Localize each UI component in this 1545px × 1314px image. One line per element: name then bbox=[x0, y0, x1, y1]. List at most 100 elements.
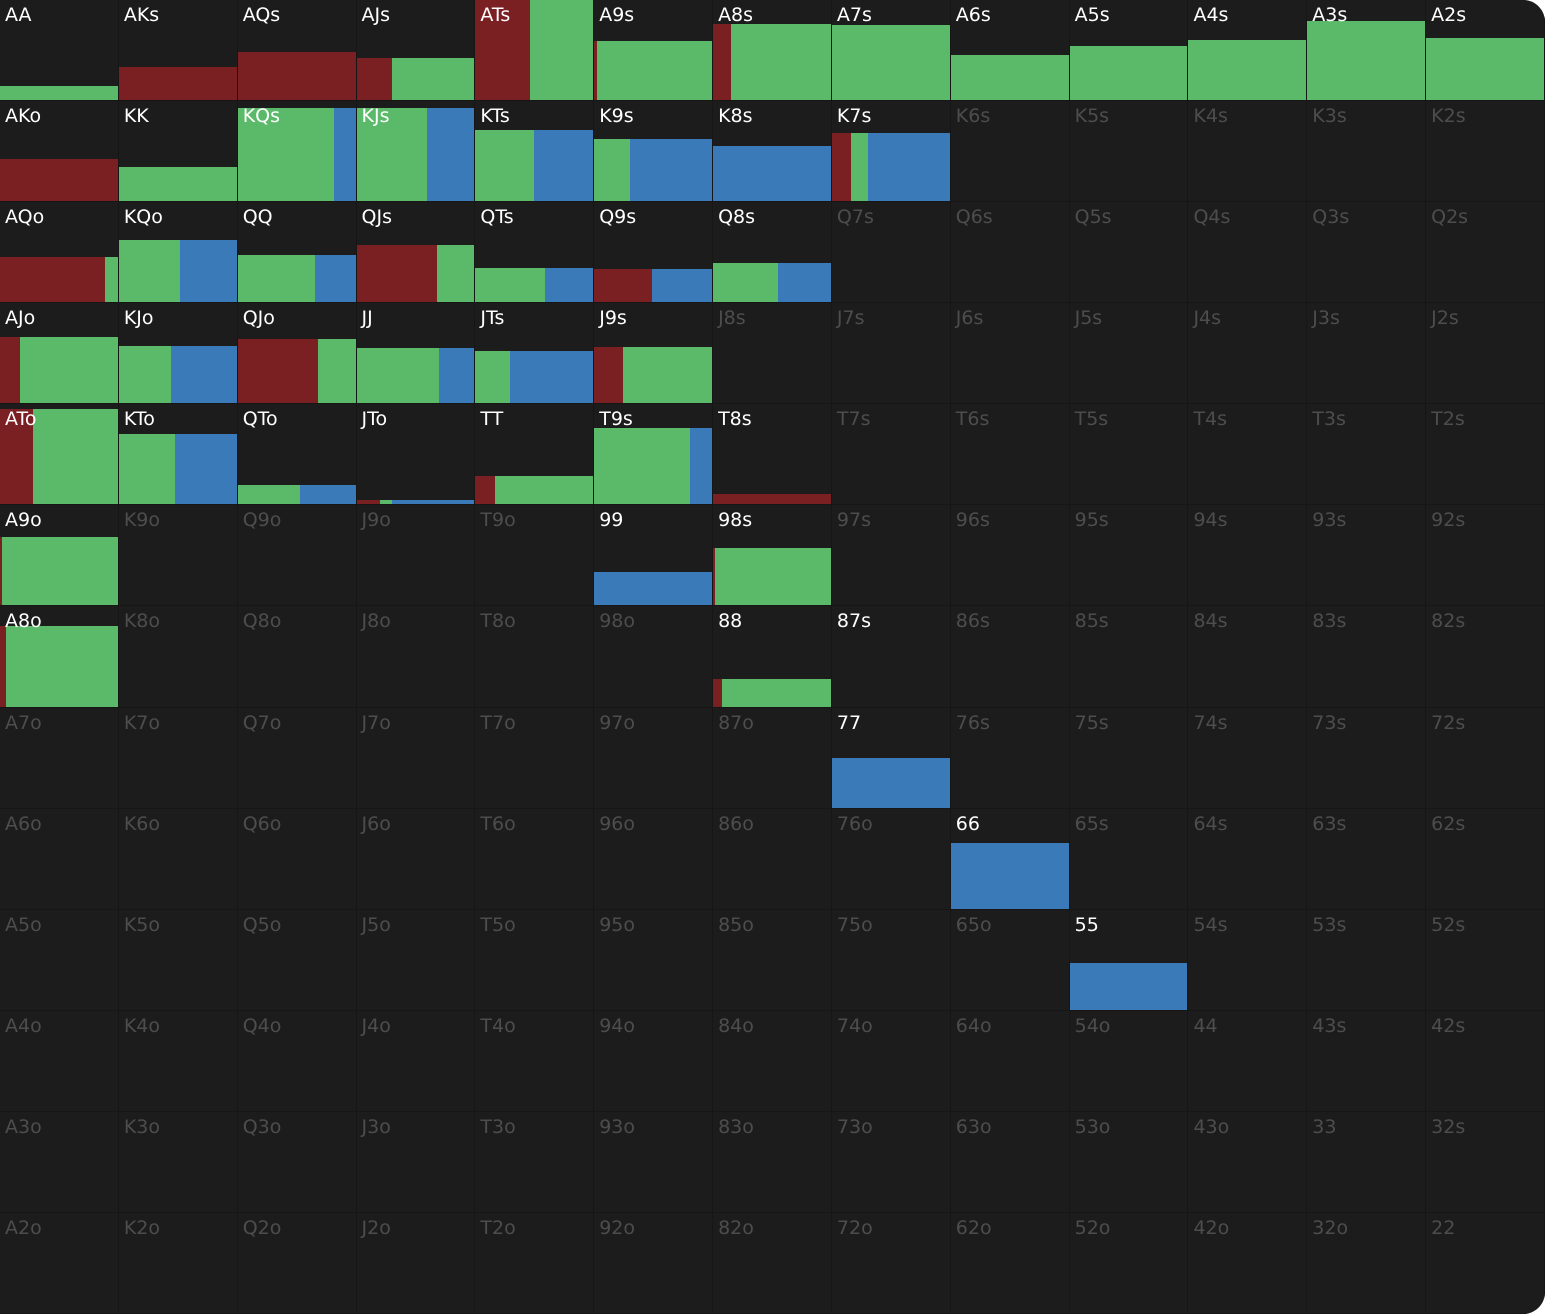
hand-cell[interactable]: 53o bbox=[1069, 1111, 1189, 1213]
hand-cell[interactable]: 75o bbox=[831, 909, 951, 1011]
hand-cell[interactable]: 94s bbox=[1188, 505, 1308, 607]
hand-cell[interactable]: J9s bbox=[594, 303, 714, 405]
hand-cell[interactable]: KQo bbox=[118, 202, 238, 304]
hand-cell[interactable]: 85o bbox=[713, 909, 832, 1011]
hand-cell[interactable]: 95s bbox=[1069, 505, 1189, 607]
hand-cell[interactable]: Q3o bbox=[237, 1111, 357, 1213]
hand-cell[interactable]: A3s bbox=[1307, 0, 1427, 102]
hand-cell[interactable]: A4s bbox=[1188, 0, 1308, 102]
hand-cell[interactable]: 53s bbox=[1307, 909, 1427, 1011]
hand-cell[interactable]: Q9o bbox=[237, 505, 357, 607]
hand-cell[interactable]: K7o bbox=[118, 707, 238, 809]
hand-cell[interactable]: 83s bbox=[1307, 606, 1427, 708]
hand-cell[interactable]: K7s bbox=[831, 101, 951, 203]
hand-cell[interactable]: 85s bbox=[1069, 606, 1189, 708]
hand-cell[interactable]: 43s bbox=[1307, 1010, 1427, 1112]
hand-cell[interactable]: QJo bbox=[237, 303, 357, 405]
hand-cell[interactable]: 98s bbox=[713, 505, 832, 607]
hand-cell[interactable]: J3o bbox=[356, 1111, 476, 1213]
hand-cell[interactable]: 96o bbox=[594, 808, 714, 910]
hand-cell[interactable]: K3s bbox=[1307, 101, 1427, 203]
hand-cell[interactable]: KK bbox=[118, 101, 238, 203]
hand-cell[interactable]: T6s bbox=[950, 404, 1070, 506]
hand-cell[interactable]: 96s bbox=[950, 505, 1070, 607]
hand-cell[interactable]: KJo bbox=[118, 303, 238, 405]
hand-cell[interactable]: Q2s bbox=[1426, 202, 1545, 304]
hand-cell[interactable]: 54s bbox=[1188, 909, 1308, 1011]
hand-cell[interactable]: 65s bbox=[1069, 808, 1189, 910]
hand-cell[interactable]: 65o bbox=[950, 909, 1070, 1011]
hand-cell[interactable]: K8o bbox=[118, 606, 238, 708]
hand-cell[interactable]: 82o bbox=[713, 1212, 832, 1314]
hand-cell[interactable]: T6o bbox=[475, 808, 595, 910]
hand-cell[interactable]: QTs bbox=[475, 202, 595, 304]
hand-cell[interactable]: 33 bbox=[1307, 1111, 1427, 1213]
hand-cell[interactable]: T2s bbox=[1426, 404, 1545, 506]
hand-cell[interactable]: Q7o bbox=[237, 707, 357, 809]
hand-cell[interactable]: J3s bbox=[1307, 303, 1427, 405]
hand-cell[interactable]: 64s bbox=[1188, 808, 1308, 910]
hand-cell[interactable]: J2s bbox=[1426, 303, 1545, 405]
hand-cell[interactable]: 76o bbox=[831, 808, 951, 910]
hand-cell[interactable]: A3o bbox=[0, 1111, 119, 1213]
hand-cell[interactable]: J7s bbox=[831, 303, 951, 405]
hand-cell[interactable]: T7s bbox=[831, 404, 951, 506]
hand-cell[interactable]: A9s bbox=[594, 0, 714, 102]
hand-cell[interactable]: 52o bbox=[1069, 1212, 1189, 1314]
hand-cell[interactable]: T5o bbox=[475, 909, 595, 1011]
hand-cell[interactable]: AA bbox=[0, 0, 119, 102]
hand-cell[interactable]: 98o bbox=[594, 606, 714, 708]
hand-cell[interactable]: J6s bbox=[950, 303, 1070, 405]
hand-cell[interactable]: 75s bbox=[1069, 707, 1189, 809]
hand-cell[interactable]: AKs bbox=[118, 0, 238, 102]
hand-cell[interactable]: 86s bbox=[950, 606, 1070, 708]
hand-cell[interactable]: J8o bbox=[356, 606, 476, 708]
hand-cell[interactable]: J9o bbox=[356, 505, 476, 607]
hand-cell[interactable]: JJ bbox=[356, 303, 476, 405]
hand-cell[interactable]: Q8s bbox=[713, 202, 832, 304]
hand-cell[interactable]: A7s bbox=[831, 0, 951, 102]
hand-cell[interactable]: AQs bbox=[237, 0, 357, 102]
hand-cell[interactable]: AKo bbox=[0, 101, 119, 203]
hand-cell[interactable]: 64o bbox=[950, 1010, 1070, 1112]
hand-cell[interactable]: T3o bbox=[475, 1111, 595, 1213]
hand-cell[interactable]: 42s bbox=[1426, 1010, 1545, 1112]
hand-cell[interactable]: KJs bbox=[356, 101, 476, 203]
hand-cell[interactable]: 95o bbox=[594, 909, 714, 1011]
hand-cell[interactable]: 77 bbox=[831, 707, 951, 809]
hand-cell[interactable]: Q6s bbox=[950, 202, 1070, 304]
hand-cell[interactable]: 63o bbox=[950, 1111, 1070, 1213]
hand-cell[interactable]: 22 bbox=[1426, 1212, 1545, 1314]
hand-cell[interactable]: 62o bbox=[950, 1212, 1070, 1314]
hand-cell[interactable]: K2s bbox=[1426, 101, 1545, 203]
hand-cell[interactable]: A2s bbox=[1426, 0, 1545, 102]
hand-cell[interactable]: T9o bbox=[475, 505, 595, 607]
hand-cell[interactable]: T4o bbox=[475, 1010, 595, 1112]
hand-cell[interactable]: 32o bbox=[1307, 1212, 1427, 1314]
hand-cell[interactable]: 63s bbox=[1307, 808, 1427, 910]
hand-cell[interactable]: 52s bbox=[1426, 909, 1545, 1011]
hand-cell[interactable]: Q4s bbox=[1188, 202, 1308, 304]
hand-cell[interactable]: 66 bbox=[950, 808, 1070, 910]
hand-cell[interactable]: A4o bbox=[0, 1010, 119, 1112]
hand-cell[interactable]: Q2o bbox=[237, 1212, 357, 1314]
hand-cell[interactable]: A2o bbox=[0, 1212, 119, 1314]
hand-cell[interactable]: T7o bbox=[475, 707, 595, 809]
hand-cell[interactable]: 73o bbox=[831, 1111, 951, 1213]
hand-cell[interactable]: 99 bbox=[594, 505, 714, 607]
hand-cell[interactable]: 55 bbox=[1069, 909, 1189, 1011]
hand-cell[interactable]: A8s bbox=[713, 0, 832, 102]
hand-cell[interactable]: K9o bbox=[118, 505, 238, 607]
hand-cell[interactable]: J4s bbox=[1188, 303, 1308, 405]
hand-cell[interactable]: K2o bbox=[118, 1212, 238, 1314]
hand-cell[interactable]: 83o bbox=[713, 1111, 832, 1213]
hand-cell[interactable]: J5o bbox=[356, 909, 476, 1011]
hand-cell[interactable]: J2o bbox=[356, 1212, 476, 1314]
hand-cell[interactable]: 88 bbox=[713, 606, 832, 708]
hand-cell[interactable]: AJs bbox=[356, 0, 476, 102]
hand-cell[interactable]: 43o bbox=[1188, 1111, 1308, 1213]
hand-cell[interactable]: 97o bbox=[594, 707, 714, 809]
hand-cell[interactable]: T8o bbox=[475, 606, 595, 708]
hand-cell[interactable]: 93o bbox=[594, 1111, 714, 1213]
hand-cell[interactable]: AJo bbox=[0, 303, 119, 405]
